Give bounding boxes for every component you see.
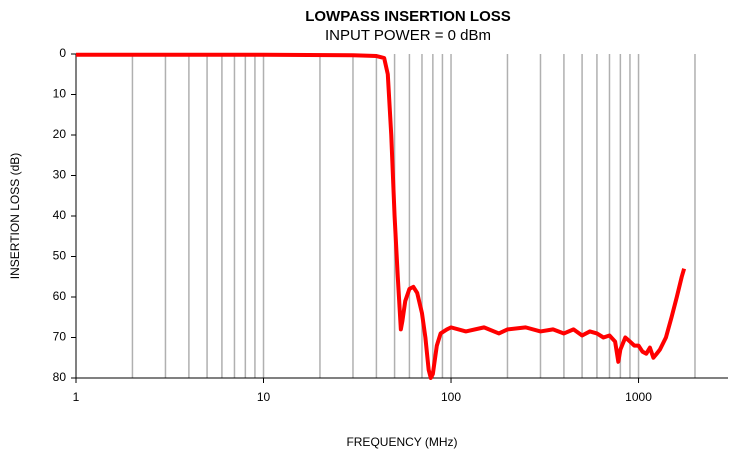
chart-subtitle: INPUT POWER = 0 dBm	[325, 27, 491, 44]
y-tick-label: 30	[53, 168, 67, 182]
y-tick-label: 70	[53, 330, 67, 344]
x-axis-label: FREQUENCY (MHz)	[346, 435, 457, 449]
y-tick-label: 40	[53, 208, 67, 222]
x-tick-label: 1000	[625, 390, 652, 404]
x-tick-label: 1	[73, 390, 80, 404]
x-tick-label: 100	[441, 390, 461, 404]
y-axis-label: INSERTION LOSS (dB)	[8, 153, 22, 279]
x-tick-label: 10	[257, 390, 271, 404]
y-tick-label: 0	[59, 46, 66, 60]
y-tick-label: 80	[53, 370, 67, 384]
y-tick-label: 50	[53, 249, 67, 263]
y-tick-label: 20	[53, 127, 67, 141]
y-tick-label: 60	[53, 289, 67, 303]
y-tick-label: 10	[53, 87, 67, 101]
chart-title: LOWPASS INSERTION LOSS	[305, 8, 511, 25]
line-series	[76, 52, 687, 380]
